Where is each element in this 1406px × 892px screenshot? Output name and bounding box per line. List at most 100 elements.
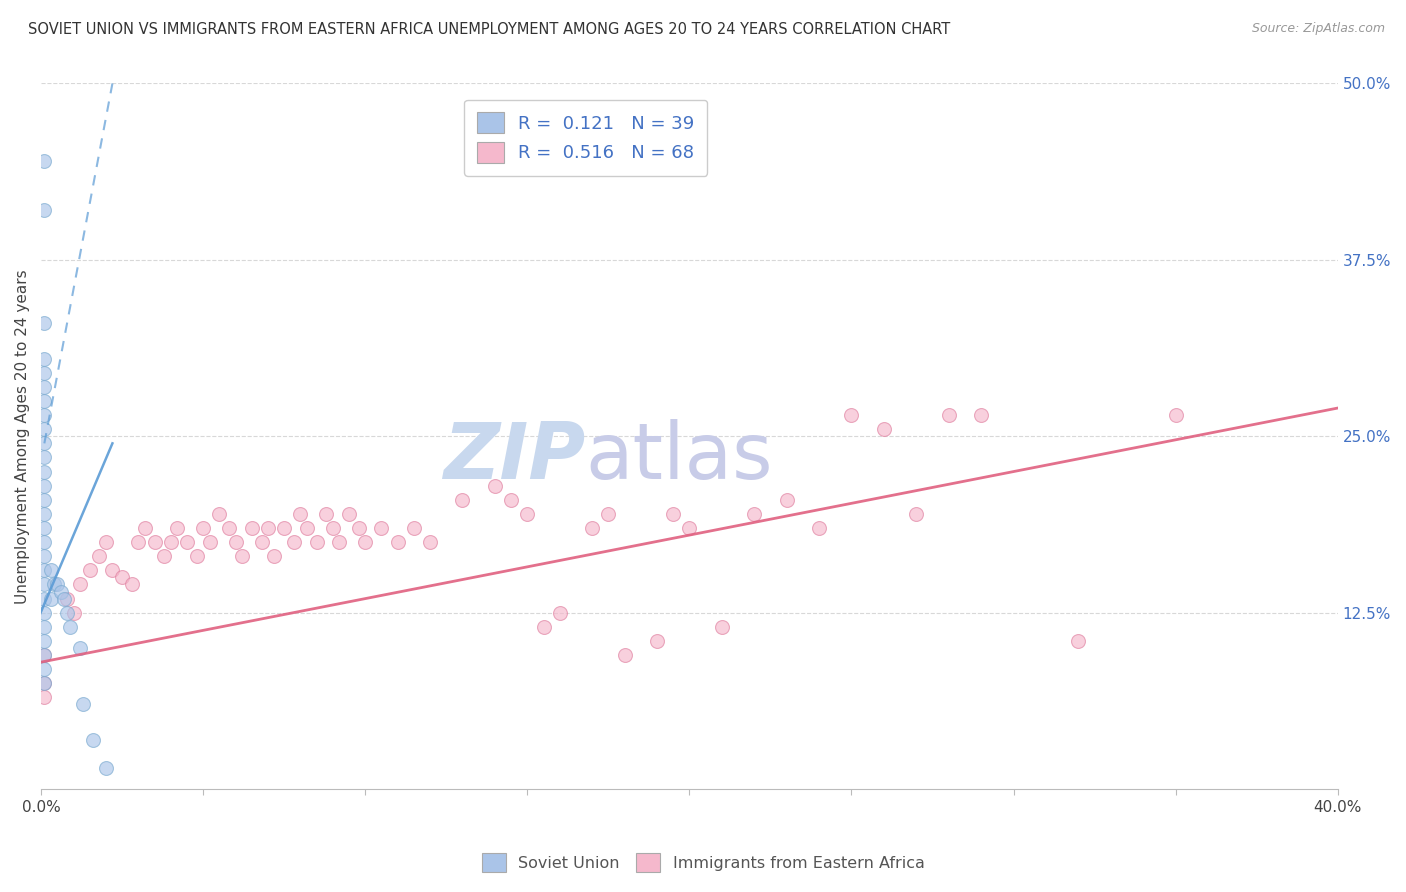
Point (710, 620, 733, 634)
Point (153, 549, 176, 564)
Point (938, 408, 960, 422)
Point (419, 535, 441, 549)
Point (34, 648, 56, 662)
Point (134, 521, 156, 535)
Point (94, 535, 117, 549)
Point (34, 577, 56, 591)
Point (127, 535, 149, 549)
Point (198, 535, 221, 549)
Point (1164, 408, 1187, 422)
Point (34, 591, 56, 606)
Point (34, 676, 56, 690)
Point (34, 535, 56, 549)
Point (295, 521, 318, 535)
Point (208, 507, 231, 521)
Point (34, 521, 56, 535)
Point (742, 507, 765, 521)
Point (231, 549, 253, 564)
Y-axis label: Unemployment Among Ages 20 to 24 years: Unemployment Among Ages 20 to 24 years (15, 269, 30, 604)
Legend: Soviet Union, Immigrants from Eastern Africa: Soviet Union, Immigrants from Eastern Af… (474, 845, 932, 880)
Point (34, 154, 56, 169)
Point (240, 521, 263, 535)
Point (337, 507, 360, 521)
Point (59, 620, 82, 634)
Point (72, 698, 94, 712)
Point (39, 591, 62, 606)
Point (34, 690, 56, 705)
Point (263, 549, 285, 564)
Point (613, 648, 636, 662)
Point (402, 521, 425, 535)
Point (101, 563, 124, 577)
Point (34, 394, 56, 409)
Point (111, 570, 134, 584)
Point (516, 507, 538, 521)
Point (218, 521, 240, 535)
Point (841, 408, 863, 422)
Point (34, 450, 56, 465)
Point (501, 492, 523, 507)
Point (52, 591, 75, 606)
Text: ZIP: ZIP (443, 419, 586, 495)
Point (79, 563, 101, 577)
Point (354, 535, 377, 549)
Point (873, 422, 896, 436)
Point (69, 640, 91, 655)
Point (186, 549, 208, 564)
Point (46, 577, 69, 591)
Point (315, 507, 337, 521)
Point (808, 521, 831, 535)
Point (370, 521, 392, 535)
Point (34, 366, 56, 380)
Point (82, 732, 104, 747)
Point (548, 606, 571, 620)
Point (34, 662, 56, 676)
Point (193, 521, 215, 535)
Point (34, 422, 56, 436)
Point (143, 535, 166, 549)
Point (34, 492, 56, 507)
Point (42, 577, 65, 591)
Point (225, 535, 247, 549)
Point (645, 634, 668, 648)
Point (775, 492, 797, 507)
Point (34, 203, 56, 218)
Point (250, 535, 273, 549)
Point (34, 549, 56, 564)
Point (159, 535, 181, 549)
Point (34, 507, 56, 521)
Point (34, 465, 56, 479)
Point (39, 563, 62, 577)
Point (69, 577, 91, 591)
Point (290, 507, 312, 521)
Point (1067, 634, 1090, 648)
Point (347, 521, 370, 535)
Point (581, 521, 603, 535)
Point (905, 507, 928, 521)
Point (533, 620, 555, 634)
Point (34, 620, 56, 634)
Point (598, 507, 620, 521)
Point (56, 606, 79, 620)
Point (89, 549, 111, 564)
Point (56, 591, 79, 606)
Point (34, 563, 56, 577)
Point (34, 478, 56, 492)
Point (257, 521, 280, 535)
Point (678, 521, 700, 535)
Point (34, 408, 56, 422)
Point (305, 535, 328, 549)
Point (166, 521, 188, 535)
Point (34, 606, 56, 620)
Point (273, 521, 295, 535)
Point (34, 380, 56, 394)
Point (283, 535, 305, 549)
Point (387, 535, 409, 549)
Point (328, 535, 350, 549)
Point (34, 317, 56, 331)
Point (322, 521, 344, 535)
Point (451, 492, 474, 507)
Point (970, 408, 993, 422)
Text: SOVIET UNION VS IMMIGRANTS FROM EASTERN AFRICA UNEMPLOYMENT AMONG AGES 20 TO 24 : SOVIET UNION VS IMMIGRANTS FROM EASTERN … (28, 22, 950, 37)
Point (121, 577, 143, 591)
